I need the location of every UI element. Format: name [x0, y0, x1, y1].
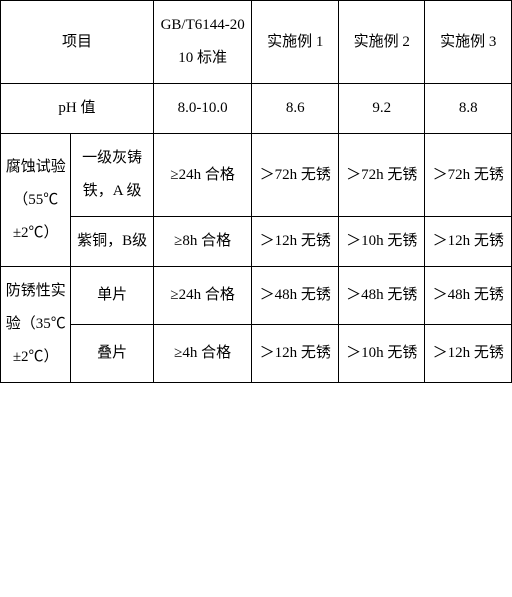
rust-sub2-ex2: ＞10h 无锈: [338, 325, 425, 383]
table-row: 腐蚀试验（55℃±2℃） 一级灰铸铁，A 级 ≥24h 合格 ＞72h 无锈 ＞…: [1, 134, 512, 217]
ph-ex1: 8.6: [252, 84, 339, 134]
ph-ex2: 9.2: [338, 84, 425, 134]
rust-group-label: 防锈性实验（35℃±2℃）: [1, 267, 71, 383]
rust-sub1-ex2: ＞48h 无锈: [338, 267, 425, 325]
corrosion-sub2-ex2: ＞10h 无锈: [338, 217, 425, 267]
rust-sub1-ex3: ＞48h 无锈: [425, 267, 512, 325]
ph-ex3: 8.8: [425, 84, 512, 134]
corrosion-sub2-ex3: ＞12h 无锈: [425, 217, 512, 267]
rust-sub1-label: 单片: [71, 267, 153, 325]
rust-sub2-ex1: ＞12h 无锈: [252, 325, 339, 383]
header-ex3: 实施例 3: [425, 1, 512, 84]
corrosion-sub1-label: 一级灰铸铁，A 级: [71, 134, 153, 217]
corrosion-group-label: 腐蚀试验（55℃±2℃）: [1, 134, 71, 267]
rust-sub2-standard: ≥4h 合格: [153, 325, 252, 383]
table-row: 叠片 ≥4h 合格 ＞12h 无锈 ＞10h 无锈 ＞12h 无锈: [1, 325, 512, 383]
rust-sub1-standard: ≥24h 合格: [153, 267, 252, 325]
header-item: 项目: [1, 1, 154, 84]
rust-sub2-label: 叠片: [71, 325, 153, 383]
ph-standard: 8.0-10.0: [153, 84, 252, 134]
table-row: 防锈性实验（35℃±2℃） 单片 ≥24h 合格 ＞48h 无锈 ＞48h 无锈…: [1, 267, 512, 325]
table-row: 紫铜，B级 ≥8h 合格 ＞12h 无锈 ＞10h 无锈 ＞12h 无锈: [1, 217, 512, 267]
header-ex2: 实施例 2: [338, 1, 425, 84]
corrosion-sub1-ex1: ＞72h 无锈: [252, 134, 339, 217]
table-row: pH 值 8.0-10.0 8.6 9.2 8.8: [1, 84, 512, 134]
rust-sub1-ex1: ＞48h 无锈: [252, 267, 339, 325]
corrosion-sub1-ex2: ＞72h 无锈: [338, 134, 425, 217]
corrosion-sub1-ex3: ＞72h 无锈: [425, 134, 512, 217]
header-standard: GB/T6144-2010 标准: [153, 1, 252, 84]
corrosion-sub1-standard: ≥24h 合格: [153, 134, 252, 217]
header-ex1: 实施例 1: [252, 1, 339, 84]
table-header-row: 项目 GB/T6144-2010 标准 实施例 1 实施例 2 实施例 3: [1, 1, 512, 84]
rust-sub2-ex3: ＞12h 无锈: [425, 325, 512, 383]
corrosion-sub2-label: 紫铜，B级: [71, 217, 153, 267]
data-table: 项目 GB/T6144-2010 标准 实施例 1 实施例 2 实施例 3 pH…: [0, 0, 512, 383]
corrosion-sub2-ex1: ＞12h 无锈: [252, 217, 339, 267]
corrosion-sub2-standard: ≥8h 合格: [153, 217, 252, 267]
ph-label: pH 值: [1, 84, 154, 134]
